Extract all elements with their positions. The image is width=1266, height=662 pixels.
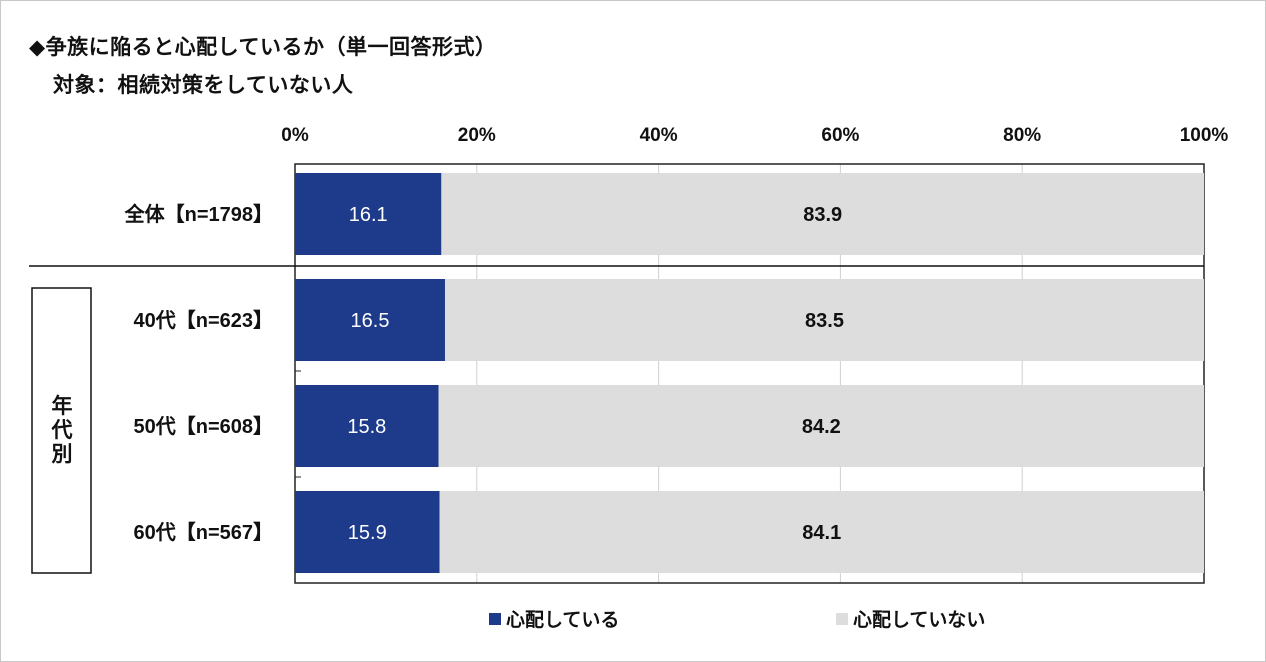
category-label: 60代【n=567】 (133, 521, 273, 544)
category-label: 40代【n=623】 (133, 309, 273, 332)
x-tick-label: 60% (821, 125, 859, 146)
data-label: 15.8 (347, 416, 386, 438)
group-label-box (31, 287, 92, 574)
x-tick-label: 0% (281, 125, 309, 146)
x-tick-label: 80% (1003, 125, 1041, 146)
bar-worried (295, 491, 440, 573)
data-label: 83.9 (803, 204, 842, 226)
bar-not-worried (439, 491, 1204, 573)
bar-not-worried (441, 173, 1204, 255)
category-label: 全体【n=1798】 (124, 202, 273, 226)
chart-subtitle: 対象：相続対策をしていない人 (53, 73, 354, 97)
group-label-char: 代 (51, 419, 73, 442)
group-label-char: 別 (52, 443, 73, 466)
bar-worried (295, 173, 442, 255)
data-label: 84.2 (802, 416, 841, 438)
data-label: 84.1 (802, 522, 841, 544)
x-tick-label: 20% (458, 125, 496, 146)
legend-label: 心配していない (853, 609, 985, 631)
bar-worried (295, 279, 445, 361)
legend-label: 心配している (506, 609, 619, 631)
bar-worried (295, 385, 439, 467)
bar-not-worried (438, 385, 1204, 467)
legend-swatch (489, 613, 501, 625)
data-label: 83.5 (805, 310, 844, 332)
plot-border (294, 163, 1205, 584)
data-label: 15.9 (348, 522, 387, 544)
data-label: 16.1 (349, 204, 388, 226)
category-label: 50代【n=608】 (133, 415, 273, 438)
x-tick-label: 40% (640, 125, 678, 146)
data-label: 16.5 (351, 310, 390, 332)
x-tick-label: 100% (1180, 125, 1229, 146)
legend-swatch (836, 613, 848, 625)
bar-not-worried (444, 279, 1204, 361)
chart-title: ◆争族に陥ると心配しているか（単一回答形式） (29, 35, 497, 59)
group-label-char: 年 (52, 394, 73, 418)
